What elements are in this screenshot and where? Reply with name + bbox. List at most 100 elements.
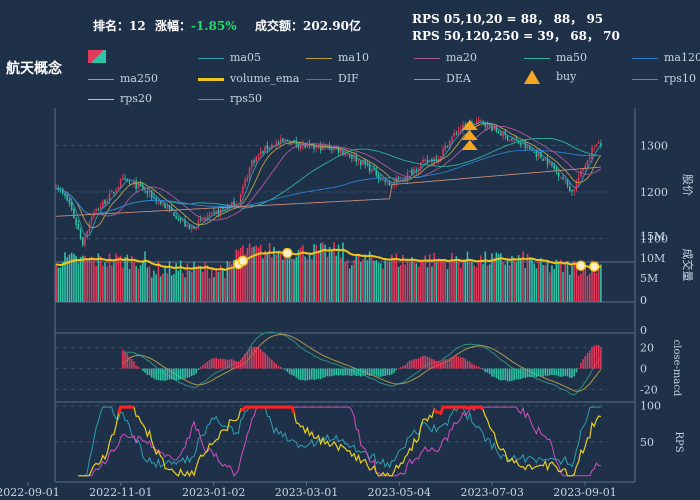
legend-item-ma50[interactable]: ma50: [524, 51, 587, 64]
volume-bar: [68, 254, 71, 302]
legend-label: ma250: [120, 72, 158, 85]
legend-item-DEA[interactable]: DEA: [414, 72, 471, 85]
macd-histogram-bar: [331, 368, 333, 377]
volume-bar: [371, 257, 373, 302]
candle-swatch-icon: [88, 49, 106, 63]
volume-bar: [110, 265, 113, 302]
volume-bar: [355, 255, 358, 302]
candle-body: [417, 168, 420, 172]
macd-histogram-bar: [497, 368, 500, 380]
legend-item-buy[interactable]: buy: [524, 70, 576, 84]
candle-body: [506, 135, 509, 141]
macd-histogram-bar: [228, 359, 231, 369]
candle-body: [253, 160, 255, 163]
macd-histogram-bar: [528, 368, 531, 378]
macd-histogram-bar: [488, 368, 491, 375]
candle-body: [571, 189, 573, 192]
macd-histogram-bar: [193, 368, 195, 376]
volume-bar: [431, 266, 433, 302]
volume-bar: [495, 252, 498, 302]
macd-histogram-bar: [148, 368, 151, 376]
candle-body: [170, 208, 173, 212]
legend-label: volume_ema: [230, 72, 300, 85]
candle-body: [68, 199, 71, 204]
volume-bar: [548, 272, 551, 302]
volume-bar: [471, 262, 473, 302]
candle-body: [299, 145, 302, 149]
candle-body: [379, 178, 382, 180]
macd-histogram-bar: [291, 368, 293, 376]
candle-body: [206, 216, 209, 219]
volume-bar: [482, 264, 484, 302]
volume-bar: [115, 253, 117, 302]
macd-histogram-bar: [286, 368, 289, 372]
legend-item-ma05[interactable]: ma05: [198, 51, 261, 64]
volume-bar: [540, 258, 542, 302]
volume-bar: [266, 252, 269, 302]
legend-item-ma20[interactable]: ma20: [414, 51, 477, 64]
legend-item-rps20[interactable]: rps20: [88, 92, 152, 105]
volume-bar: [142, 260, 144, 302]
volume-bar: [128, 269, 131, 302]
macd-histogram-bar: [386, 368, 389, 376]
volume-bar: [339, 257, 342, 302]
macd-histogram-bar: [235, 361, 237, 369]
rps-tick-label: 100: [640, 400, 661, 413]
legend-item-volume_ema[interactable]: volume_ema: [198, 72, 299, 85]
legend-item-ma10[interactable]: ma10: [306, 51, 369, 64]
macd-histogram-bar: [491, 368, 493, 377]
volume-bar: [255, 245, 258, 302]
macd-top-tick-label: 0: [640, 324, 647, 337]
macd-histogram-bar: [377, 368, 380, 377]
candle-body: [484, 123, 487, 127]
candle-body: [122, 177, 124, 180]
macd-histogram-bar: [517, 368, 520, 380]
volume-bar: [535, 268, 538, 302]
volume-bar: [215, 269, 217, 302]
candle-body: [595, 144, 598, 147]
macd-histogram-bar: [466, 360, 469, 369]
macd-histogram-bar: [408, 360, 411, 369]
legend-item-rps10[interactable]: rps10: [632, 72, 696, 85]
buy-arrow-icon: [524, 70, 540, 84]
macd-histogram-bar: [575, 368, 578, 373]
volume-bar: [528, 257, 531, 302]
volume-bar: [324, 244, 326, 302]
legend-item-kline[interactable]: [88, 49, 112, 63]
buy-signal-arrow: [461, 140, 478, 150]
macd-histogram-bar: [422, 355, 424, 369]
volume-bar: [437, 258, 440, 302]
legend-item-ma250[interactable]: ma250: [88, 72, 158, 85]
volume-bar: [562, 271, 564, 302]
macd-histogram-bar: [168, 368, 171, 380]
volume-bar: [493, 258, 495, 302]
volume-bar: [77, 263, 80, 302]
legend-item-DIF[interactable]: DIF: [306, 72, 359, 85]
ma250-line: [56, 166, 601, 217]
volume-bar: [75, 255, 77, 302]
macd-histogram-bar: [500, 368, 502, 381]
macd-histogram-bar: [213, 358, 215, 369]
legend-item-rps50[interactable]: rps50: [198, 92, 262, 105]
macd-histogram-bar: [457, 356, 460, 369]
candle-body: [271, 144, 273, 148]
macd-tick-label: 0: [640, 363, 647, 376]
legend-item-ma120[interactable]: ma120: [632, 51, 700, 64]
macd-histogram-bar: [335, 368, 338, 376]
candle-body: [255, 156, 258, 162]
volume-tick-label: 15M: [640, 230, 665, 243]
macd-histogram-bar: [210, 358, 213, 369]
macd-histogram-bar: [179, 368, 182, 380]
candle-body: [588, 157, 591, 160]
macd-histogram-bar: [515, 368, 518, 380]
macd-histogram-bar: [195, 368, 197, 374]
macd-histogram-bar: [177, 368, 180, 381]
volume-bar: [282, 259, 284, 302]
volume-bar: [424, 255, 427, 302]
candle-body: [533, 151, 535, 153]
macd-histogram-bar: [582, 359, 584, 369]
macd-histogram-bar: [275, 363, 278, 369]
volume-bar: [586, 275, 589, 302]
candle-body: [193, 227, 195, 229]
volume-bar: [399, 264, 402, 302]
